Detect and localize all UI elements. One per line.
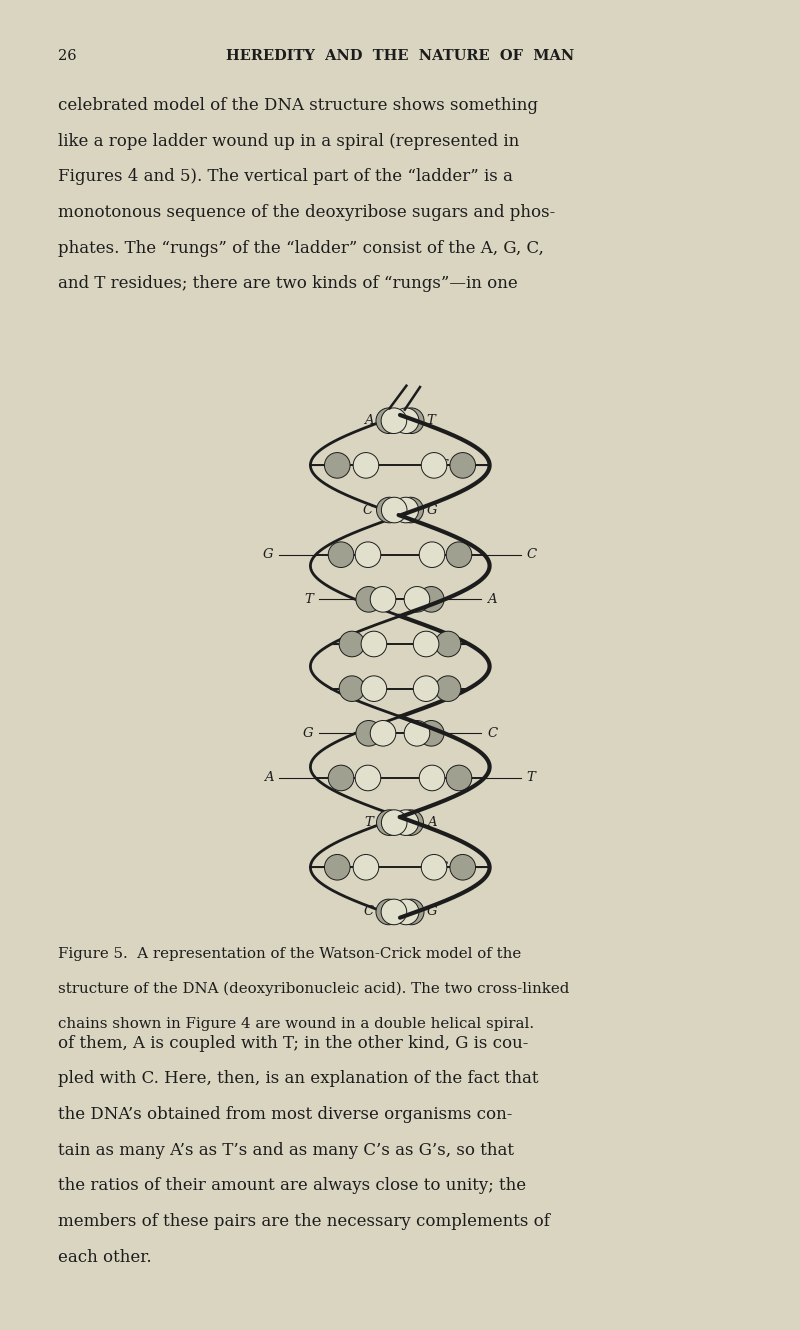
Text: the ratios of their amount are always close to unity; the: the ratios of their amount are always cl… [58, 1177, 526, 1194]
Text: A: A [264, 771, 274, 785]
Text: A: A [427, 817, 437, 829]
Ellipse shape [376, 408, 402, 434]
Text: G: G [262, 548, 274, 561]
Ellipse shape [446, 541, 472, 568]
Ellipse shape [381, 899, 406, 924]
Ellipse shape [393, 497, 418, 523]
Ellipse shape [422, 452, 447, 479]
Text: T: T [374, 637, 382, 650]
Text: T: T [426, 414, 435, 427]
Text: members of these pairs are the necessary complements of: members of these pairs are the necessary… [58, 1213, 550, 1230]
Ellipse shape [394, 899, 419, 924]
Ellipse shape [382, 497, 407, 523]
Text: G: G [426, 906, 437, 919]
Ellipse shape [376, 899, 402, 924]
Ellipse shape [377, 810, 402, 835]
Text: A: A [417, 637, 426, 650]
Text: T: T [526, 771, 535, 785]
Ellipse shape [355, 765, 381, 791]
Ellipse shape [393, 810, 418, 835]
Text: A: A [353, 459, 362, 472]
Ellipse shape [328, 541, 354, 568]
Ellipse shape [418, 587, 444, 612]
Ellipse shape [361, 632, 386, 657]
Ellipse shape [414, 676, 439, 701]
Ellipse shape [382, 810, 407, 835]
Ellipse shape [418, 721, 444, 746]
Text: phates. The “rungs” of the “ladder” consist of the A, G, C,: phates. The “rungs” of the “ladder” cons… [58, 239, 544, 257]
Text: C: C [437, 861, 447, 874]
Ellipse shape [450, 452, 475, 479]
Text: C: C [363, 906, 374, 919]
Text: Figure 5.  A representation of the Watson-Crick model of the: Figure 5. A representation of the Watson… [58, 947, 522, 962]
Ellipse shape [419, 765, 445, 791]
Ellipse shape [398, 899, 424, 924]
Text: Figures 4 and 5). The vertical part of the “ladder” is a: Figures 4 and 5). The vertical part of t… [58, 169, 514, 185]
Text: G: G [302, 726, 313, 739]
Text: celebrated model of the DNA structure shows something: celebrated model of the DNA structure sh… [58, 97, 538, 114]
Ellipse shape [398, 810, 423, 835]
Text: structure of the DNA (deoxyribonucleic acid). The two cross-linked: structure of the DNA (deoxyribonucleic a… [58, 982, 570, 996]
Ellipse shape [370, 587, 396, 612]
Text: tain as many A’s as T’s and as many C’s as G’s, so that: tain as many A’s as T’s and as many C’s … [58, 1141, 514, 1158]
Text: A: A [487, 593, 497, 606]
Text: 26: 26 [58, 49, 77, 64]
Text: chains shown in Figure 4 are wound in a double helical spiral.: chains shown in Figure 4 are wound in a … [58, 1016, 534, 1031]
Ellipse shape [356, 587, 382, 612]
Text: T: T [364, 817, 373, 829]
Text: like a rope ladder wound up in a spiral (represented in: like a rope ladder wound up in a spiral … [58, 133, 520, 150]
Ellipse shape [398, 497, 423, 523]
Text: C: C [526, 548, 537, 561]
Ellipse shape [414, 632, 439, 657]
Ellipse shape [370, 721, 396, 746]
Text: G: G [427, 504, 438, 516]
Text: pled with C. Here, then, is an explanation of the fact that: pled with C. Here, then, is an explanati… [58, 1071, 539, 1088]
Text: T: T [438, 459, 447, 472]
Text: each other.: each other. [58, 1249, 152, 1266]
Ellipse shape [339, 676, 365, 701]
Ellipse shape [356, 721, 382, 746]
Ellipse shape [353, 854, 378, 880]
Ellipse shape [353, 452, 378, 479]
Text: A: A [364, 414, 374, 427]
Text: and T residues; there are two kinds of “rungs”—in one: and T residues; there are two kinds of “… [58, 275, 518, 293]
Ellipse shape [355, 541, 381, 568]
Text: C: C [362, 504, 373, 516]
Text: monotonous sequence of the deoxyribose sugars and phos-: monotonous sequence of the deoxyribose s… [58, 203, 556, 221]
Ellipse shape [398, 408, 424, 434]
Ellipse shape [435, 676, 461, 701]
Ellipse shape [404, 587, 430, 612]
Text: the DNA’s obtained from most diverse organisms con-: the DNA’s obtained from most diverse org… [58, 1107, 513, 1123]
Text: G: G [353, 861, 363, 874]
Ellipse shape [422, 854, 447, 880]
Text: of them, A is coupled with T; in the other kind, G is cou-: of them, A is coupled with T; in the oth… [58, 1035, 529, 1052]
Ellipse shape [361, 676, 386, 701]
Text: C: C [487, 726, 498, 739]
Ellipse shape [394, 408, 419, 434]
Ellipse shape [419, 541, 445, 568]
Ellipse shape [328, 765, 354, 791]
Text: C: C [374, 682, 384, 696]
Ellipse shape [381, 408, 406, 434]
Ellipse shape [404, 721, 430, 746]
Text: T: T [304, 593, 313, 606]
Text: HEREDITY  AND  THE  NATURE  OF  MAN: HEREDITY AND THE NATURE OF MAN [226, 49, 574, 64]
Ellipse shape [339, 632, 365, 657]
Ellipse shape [435, 632, 461, 657]
Ellipse shape [446, 765, 472, 791]
Text: G: G [416, 682, 426, 696]
Ellipse shape [325, 854, 350, 880]
Ellipse shape [325, 452, 350, 479]
Ellipse shape [377, 497, 402, 523]
Ellipse shape [450, 854, 475, 880]
